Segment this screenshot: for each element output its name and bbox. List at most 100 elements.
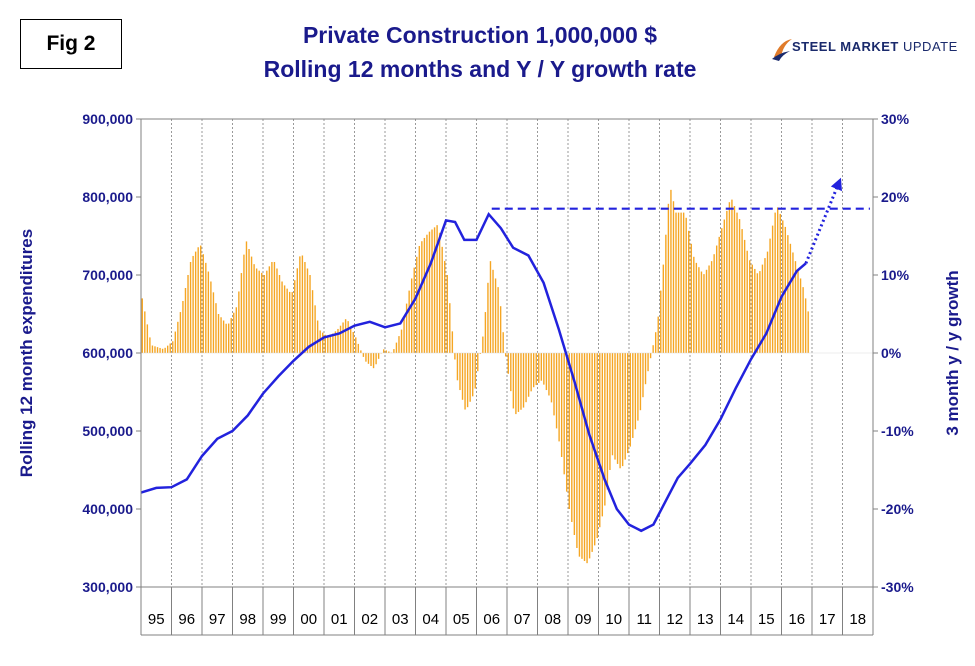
- growth-bar: [489, 261, 492, 353]
- growth-bar: [410, 278, 413, 353]
- growth-bar: [749, 260, 751, 353]
- growth-bar: [705, 269, 708, 353]
- growth-bar: [677, 212, 680, 353]
- growth-bar: [728, 202, 731, 353]
- growth-bar: [161, 348, 164, 353]
- growth-bar: [695, 262, 698, 353]
- y-right-tick-label: 20%: [881, 189, 910, 205]
- growth-bar: [634, 353, 637, 430]
- growth-bar: [428, 231, 431, 353]
- logo-text: STEEL MARKET UPDATE: [792, 39, 958, 54]
- growth-bar: [487, 282, 489, 353]
- y-axis-left: 300,000 400,000 500,000 600,000 700,000 800,0…: [82, 111, 141, 595]
- growth-bar: [319, 330, 321, 353]
- growth-bar: [804, 298, 807, 353]
- growth-bar: [797, 269, 799, 353]
- growth-bar: [510, 353, 512, 392]
- growth-bar: [601, 353, 604, 517]
- growth-bar: [349, 326, 352, 353]
- growth-bar: [243, 254, 245, 353]
- growth-bar: [787, 235, 789, 353]
- growth-bar: [197, 247, 199, 353]
- growth-bar: [494, 278, 497, 353]
- y-axis-right: -30% -20% -10% 0% 10% 20% 30%: [873, 111, 914, 595]
- growth-bar: [444, 260, 446, 353]
- growth-bar: [771, 225, 774, 353]
- growth-bar: [713, 254, 715, 353]
- growth-bar: [502, 332, 504, 353]
- growth-bar: [403, 316, 405, 353]
- growth-bar: [327, 336, 329, 353]
- growth-bar: [698, 267, 700, 353]
- y-right-tick-label: -10%: [881, 423, 914, 439]
- x-tick-label: 18: [849, 611, 866, 628]
- growth-bar: [261, 272, 263, 353]
- growth-bar: [477, 353, 479, 372]
- growth-bar: [174, 331, 177, 353]
- growth-bar: [372, 353, 375, 369]
- y-left-tick-label: 900,000: [82, 111, 133, 127]
- growth-bar: [761, 264, 764, 353]
- growth-bar: [599, 353, 601, 528]
- logo-text-light: UPDATE: [898, 39, 958, 54]
- growth-bar: [571, 353, 573, 522]
- growth-bar: [294, 280, 296, 353]
- x-tick-label: 07: [514, 611, 531, 628]
- growth-bar: [301, 255, 304, 353]
- growth-bar: [413, 267, 415, 353]
- growth-bar: [210, 281, 212, 353]
- growth-bar: [560, 353, 563, 457]
- y-right-tick-label: -20%: [881, 501, 914, 517]
- growth-bar: [332, 333, 334, 353]
- growth-bar: [723, 219, 726, 353]
- x-tick-label: 06: [483, 611, 500, 628]
- growth-bar: [764, 258, 766, 353]
- growth-bar: [545, 353, 548, 391]
- growth-bar: [471, 353, 474, 397]
- growth-bar: [662, 264, 665, 353]
- growth-bar: [200, 245, 202, 353]
- x-tick-label: 15: [758, 611, 775, 628]
- y-left-tick-label: 400,000: [82, 501, 133, 517]
- growth-bar: [431, 229, 433, 353]
- growth-bar: [642, 353, 644, 398]
- growth-bar: [685, 217, 687, 353]
- growth-bar: [207, 271, 210, 353]
- growth-bar: [665, 234, 667, 353]
- growth-bar: [782, 220, 784, 353]
- growth-bar: [352, 331, 354, 353]
- growth-bar: [149, 337, 151, 353]
- growth-bar: [339, 325, 342, 353]
- x-tick-label: 98: [239, 611, 256, 628]
- growth-bar: [703, 274, 705, 353]
- growth-bar: [393, 349, 395, 353]
- y-axis-left-label: Rolling 12 month expenditures: [17, 229, 36, 477]
- growth-bar: [736, 212, 738, 353]
- growth-bar: [530, 353, 532, 392]
- growth-bar: [792, 252, 794, 353]
- growth-bar: [449, 303, 451, 353]
- growth-bar: [779, 213, 781, 353]
- growth-bar: [532, 353, 535, 388]
- growth-bars: [141, 189, 809, 564]
- growth-bar: [632, 353, 634, 438]
- chart-title-line-2: Rolling 12 months and Y / Y growth rate: [263, 56, 697, 82]
- growth-bar: [436, 225, 438, 353]
- x-tick-label: 97: [209, 611, 226, 628]
- growth-bar: [205, 262, 207, 353]
- growth-bar: [527, 353, 530, 397]
- growth-bar: [507, 353, 509, 374]
- growth-bar: [202, 254, 204, 353]
- growth-bar: [433, 227, 436, 353]
- growth-bar: [675, 212, 677, 353]
- growth-bar: [680, 212, 682, 353]
- growth-bar: [759, 271, 761, 353]
- growth-bar: [647, 353, 649, 372]
- y-left-tick-label: 500,000: [82, 423, 133, 439]
- growth-bar: [383, 349, 385, 353]
- growth-bar: [238, 291, 240, 353]
- growth-bar: [609, 353, 611, 470]
- growth-bar: [482, 336, 484, 353]
- growth-bar: [405, 303, 408, 353]
- x-tick-label: 14: [727, 611, 744, 628]
